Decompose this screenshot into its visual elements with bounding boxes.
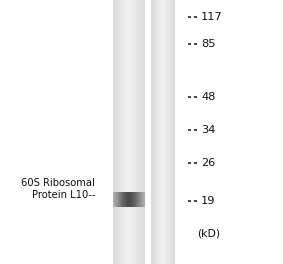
Text: 19: 19: [201, 196, 216, 206]
Bar: [137, 192, 138, 206]
Bar: [116, 0, 117, 264]
Bar: [136, 192, 137, 206]
Bar: [130, 192, 131, 206]
Bar: [125, 0, 126, 264]
Bar: [157, 0, 158, 264]
Bar: [158, 0, 159, 264]
Bar: [144, 0, 145, 264]
Bar: [142, 0, 143, 264]
Bar: [159, 0, 160, 264]
Bar: [114, 192, 115, 206]
Bar: [127, 192, 128, 206]
Bar: [141, 0, 142, 264]
Bar: [133, 0, 134, 264]
Bar: [143, 0, 144, 264]
Bar: [116, 192, 117, 206]
Bar: [114, 0, 115, 264]
Bar: [154, 0, 155, 264]
Bar: [156, 0, 157, 264]
Bar: [118, 192, 119, 206]
Bar: [152, 0, 153, 264]
Bar: [173, 0, 174, 264]
Bar: [120, 192, 121, 206]
Bar: [134, 192, 135, 206]
Bar: [119, 192, 120, 206]
Bar: [151, 0, 152, 264]
Bar: [144, 192, 145, 206]
Bar: [153, 0, 154, 264]
Bar: [130, 0, 131, 264]
Bar: [117, 0, 118, 264]
Bar: [162, 0, 163, 264]
Bar: [126, 0, 127, 264]
Bar: [129, 0, 130, 264]
Text: 34: 34: [201, 125, 215, 135]
Bar: [126, 192, 127, 206]
Bar: [169, 0, 170, 264]
Bar: [132, 192, 133, 206]
Bar: [164, 0, 165, 264]
Bar: [113, 192, 114, 206]
Bar: [139, 192, 140, 206]
Bar: [136, 0, 137, 264]
Bar: [167, 0, 168, 264]
Bar: [140, 192, 141, 206]
Bar: [123, 192, 124, 206]
Bar: [113, 0, 114, 264]
Bar: [134, 0, 135, 264]
Text: 26: 26: [201, 158, 215, 168]
Bar: [168, 0, 169, 264]
Bar: [137, 0, 138, 264]
Bar: [163, 0, 164, 264]
Bar: [121, 0, 122, 264]
Bar: [119, 0, 120, 264]
Bar: [172, 0, 173, 264]
Bar: [135, 0, 136, 264]
Bar: [123, 0, 124, 264]
Bar: [142, 192, 143, 206]
Bar: [166, 0, 167, 264]
Bar: [171, 0, 172, 264]
Bar: [165, 0, 166, 264]
Bar: [120, 0, 121, 264]
Bar: [155, 0, 156, 264]
Bar: [131, 192, 132, 206]
Text: Protein L10--: Protein L10--: [32, 190, 95, 200]
Text: 48: 48: [201, 92, 215, 102]
Bar: [135, 192, 136, 206]
Bar: [129, 192, 130, 206]
Bar: [132, 0, 133, 264]
Bar: [133, 192, 134, 206]
Bar: [174, 0, 175, 264]
Bar: [128, 192, 129, 206]
Bar: [125, 192, 126, 206]
Bar: [161, 0, 162, 264]
Bar: [138, 0, 139, 264]
Bar: [138, 192, 139, 206]
Bar: [118, 0, 119, 264]
Bar: [160, 0, 161, 264]
Text: 85: 85: [201, 39, 216, 49]
Bar: [128, 0, 129, 264]
Bar: [170, 0, 171, 264]
Bar: [115, 0, 116, 264]
Bar: [124, 0, 125, 264]
Text: 117: 117: [201, 12, 223, 22]
Bar: [122, 192, 123, 206]
Bar: [141, 192, 142, 206]
Bar: [115, 192, 116, 206]
Text: 60S Ribosomal: 60S Ribosomal: [21, 178, 95, 188]
Bar: [131, 0, 132, 264]
Bar: [122, 0, 123, 264]
Bar: [127, 0, 128, 264]
Bar: [143, 192, 144, 206]
Bar: [140, 0, 141, 264]
Bar: [117, 192, 118, 206]
Bar: [121, 192, 122, 206]
Bar: [139, 0, 140, 264]
Text: (kD): (kD): [197, 229, 220, 239]
Bar: [124, 192, 125, 206]
